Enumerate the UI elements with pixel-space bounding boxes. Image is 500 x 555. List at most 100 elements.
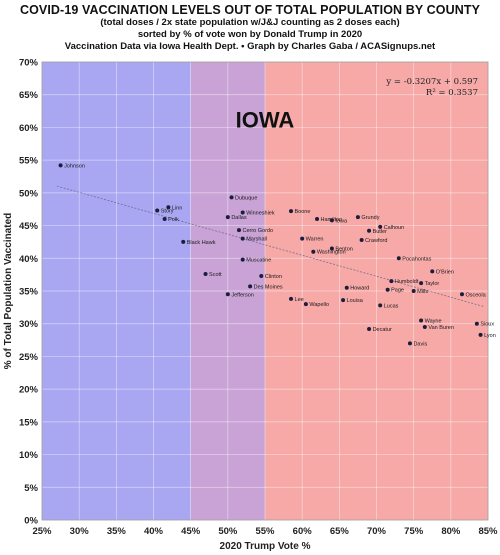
point-decatur (367, 326, 372, 331)
point-davis (407, 341, 412, 346)
point-muscatine (240, 257, 245, 262)
chart-subtitle-2: sorted by % of vote won by Donald Trump … (137, 29, 363, 40)
point-boone (289, 209, 294, 214)
point-johnson (58, 163, 63, 168)
point-label: Wapello (309, 302, 329, 308)
point-lee (289, 296, 294, 301)
point-calhoun (378, 224, 383, 229)
point-label: Warren (306, 237, 324, 243)
point-black-hawk (181, 239, 186, 244)
chart-header: COVID-19 VACCINATION LEVELS OUT OF TOTAL… (0, 0, 500, 53)
point-story (155, 208, 160, 213)
point-label: Cerro Gordo (242, 228, 273, 234)
point-label: Johnson (64, 163, 85, 169)
point-label: Mills (417, 289, 428, 295)
point-cerro-gordo (236, 228, 241, 233)
point-label: Linn (172, 205, 182, 211)
point-lucas (378, 303, 383, 308)
x-tick-label: 50% (218, 526, 238, 537)
point-howard (344, 285, 349, 290)
point-label: Benton (335, 246, 352, 252)
point-linn (166, 205, 171, 210)
point-wayne (419, 318, 424, 323)
point-taylor (419, 281, 424, 286)
point-label: Scott (209, 272, 222, 278)
point-clinton (259, 273, 264, 278)
point-dubuque (229, 195, 234, 200)
point-dallas (225, 215, 230, 220)
point-label: Taylor (425, 281, 440, 287)
y-tick-label: 20% (19, 385, 39, 396)
point-winneshiek (240, 210, 245, 215)
point-label: Davis (413, 341, 427, 347)
point-jefferson (225, 292, 230, 297)
point-label: Story (161, 209, 174, 215)
point-label: Clinton (265, 274, 282, 280)
chart-title: COVID-19 VACCINATION LEVELS OUT OF TOTAL… (19, 3, 481, 17)
point-label: Van Buren (428, 325, 454, 331)
point-hamilton (315, 217, 320, 222)
x-tick-label: 45% (181, 526, 201, 537)
point-page (385, 287, 390, 292)
point-louisa (341, 298, 346, 303)
point-warren (300, 236, 305, 241)
point-label: Washington (317, 250, 346, 256)
point-scott (203, 271, 208, 276)
point-label: Butler (373, 229, 388, 235)
y-tick-label: 0% (24, 516, 38, 527)
y-tick-label: 10% (19, 450, 39, 461)
point-grundy (355, 215, 360, 220)
x-tick-label: 25% (32, 526, 52, 537)
point-label: Page (391, 288, 404, 294)
point-humboldt (389, 279, 394, 284)
y-tick-label: 45% (19, 221, 39, 232)
point-label: Louisa (347, 298, 364, 304)
chart-subtitle-1: (total doses / 2x state population w/J&J… (100, 17, 400, 28)
state-label: IOWA (236, 107, 295, 132)
point-des-moines (248, 284, 253, 289)
point-label: Dallas (231, 215, 247, 221)
point-mills (411, 289, 416, 293)
point-label: Decatur (373, 327, 392, 333)
point-label: Grundy (361, 215, 379, 221)
point-label: Marshall (246, 237, 267, 243)
point-label: Muscatine (246, 258, 271, 264)
point-label: Lyon (484, 333, 496, 339)
y-tick-label: 35% (19, 287, 39, 298)
point-label: Osceola (465, 292, 486, 298)
x-tick-label: 55% (255, 526, 275, 537)
x-axis-label: 2020 Trump Vote % (220, 541, 311, 552)
x-tick-label: 65% (330, 526, 350, 537)
x-tick-label: 80% (441, 526, 461, 537)
point-pocahontas (396, 256, 401, 261)
point-label: Pocahontas (402, 256, 431, 262)
point-label: Sioux (480, 322, 494, 328)
point-label: Jefferson (231, 292, 254, 298)
point-label: Polk (168, 217, 179, 223)
point-label: Lucas (384, 303, 399, 309)
y-tick-label: 55% (19, 156, 39, 167)
point-label: Lee (295, 297, 304, 303)
point-iowa (329, 218, 334, 223)
point-van-buren (422, 324, 427, 329)
point-crawford (359, 237, 364, 242)
y-axis-ticks: 0% 5% 10% 15% 20% 25% 30% 35% 40% 45% 50% 55% 60% 65%… (19, 58, 39, 527)
point-label: Iowa (335, 218, 348, 224)
y-axis-label: % of Total Population Vaccinated (3, 213, 14, 370)
point-benton (329, 246, 334, 251)
point-osceola (459, 292, 464, 297)
point-sioux (474, 321, 479, 326)
y-tick-label: 50% (19, 188, 39, 199)
point-polk (162, 217, 167, 222)
y-tick-label: 70% (19, 58, 39, 69)
y-tick-label: 65% (19, 90, 39, 101)
trendline (56, 185, 485, 308)
point-label: Dubuque (235, 195, 257, 201)
y-tick-label: 5% (24, 483, 38, 494)
point-label: O'Brien (436, 269, 454, 275)
trendline-equation-box: y = -0.3207x + 0.597 R² = 0.3537 (385, 77, 478, 98)
point-label: Calhoun (384, 225, 405, 231)
point-label: Humboldt (395, 279, 419, 285)
